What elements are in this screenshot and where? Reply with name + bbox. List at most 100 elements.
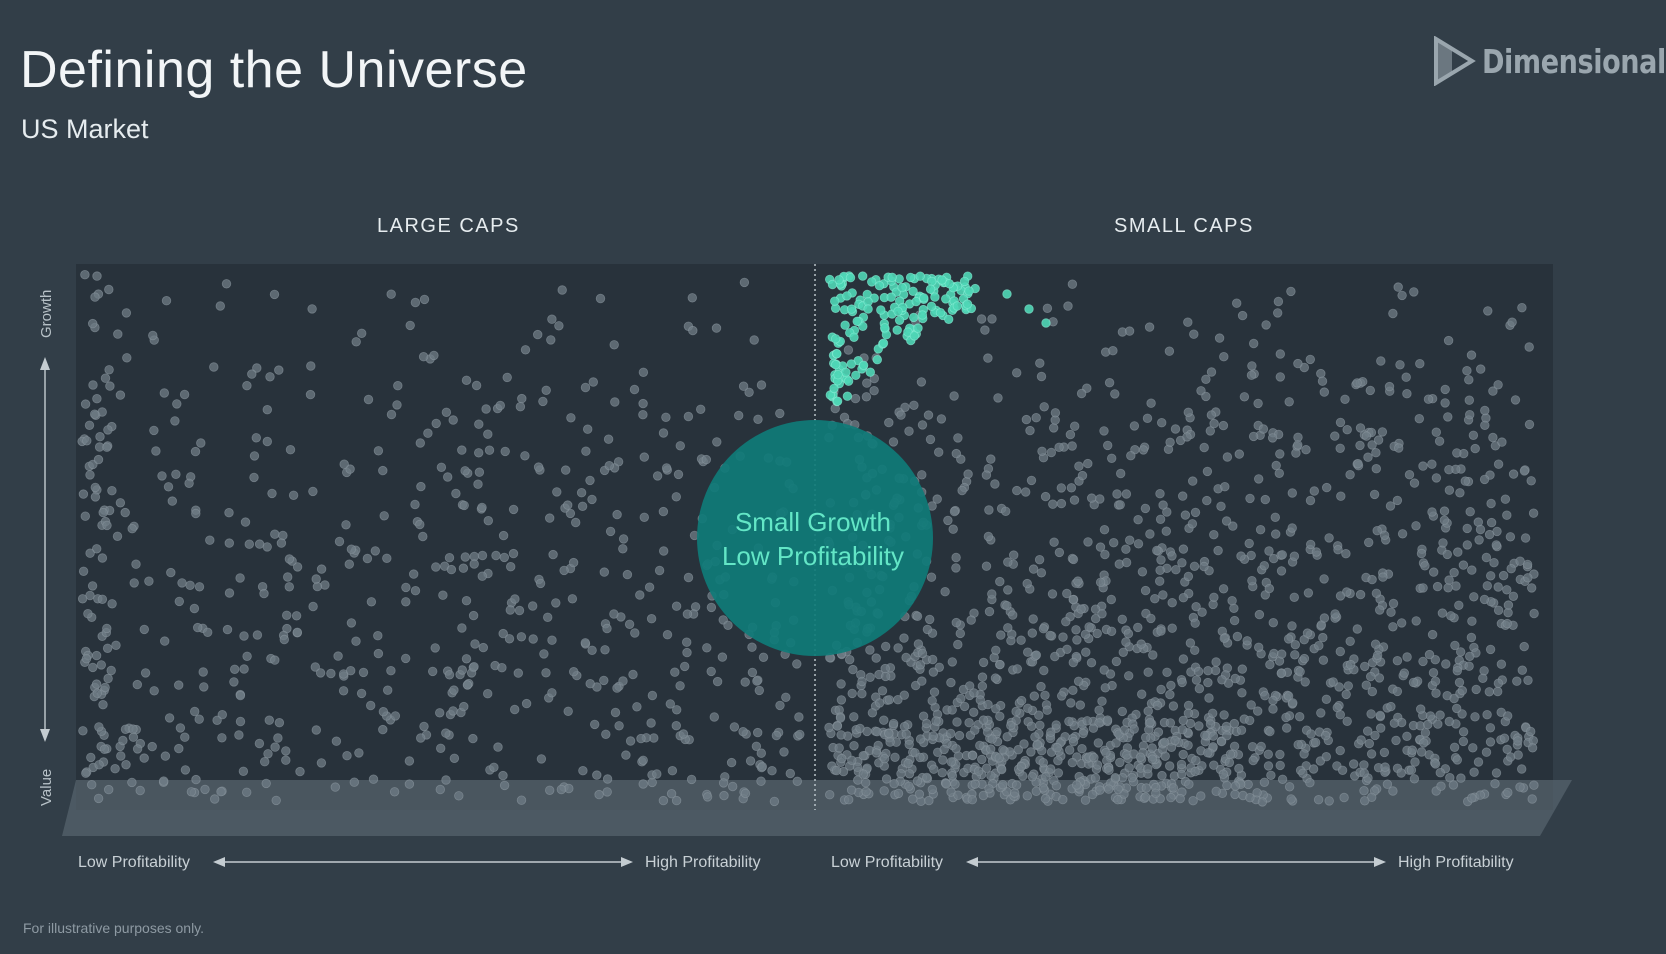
scatter-point xyxy=(1484,529,1495,540)
scatter-point xyxy=(373,446,384,456)
scatter-point xyxy=(449,685,459,695)
scatter-point xyxy=(1276,668,1287,679)
scatter-point xyxy=(1190,507,1201,518)
scatter-point xyxy=(1397,529,1408,539)
scatter-point xyxy=(1022,791,1033,801)
scatter-point xyxy=(538,396,548,407)
scatter-point xyxy=(1502,711,1513,721)
scatter-point xyxy=(1437,608,1448,618)
scatter-point xyxy=(665,699,676,709)
scatter-point xyxy=(1411,521,1421,531)
scatter-point xyxy=(1470,443,1480,454)
scatter-point xyxy=(1448,780,1459,790)
scatter-point xyxy=(1258,424,1269,434)
scatter-point xyxy=(1140,585,1151,596)
scatter-point xyxy=(1295,667,1305,677)
scatter-point xyxy=(1260,494,1271,505)
scatter-point xyxy=(1512,676,1522,686)
scatter-point xyxy=(1073,676,1084,687)
scatter-point xyxy=(1424,649,1435,660)
highlight-point xyxy=(927,276,937,287)
scatter-point xyxy=(1146,613,1156,624)
scatter-point xyxy=(104,284,114,295)
scatter-point xyxy=(1164,761,1175,771)
scatter-point xyxy=(1378,572,1388,582)
scatter-point xyxy=(675,681,685,691)
scatter-point xyxy=(495,400,506,411)
scatter-point xyxy=(1242,636,1252,646)
scatter-point xyxy=(1272,308,1283,318)
scatter-point xyxy=(970,725,980,735)
scatter-point xyxy=(1277,774,1288,785)
scatter-point xyxy=(1067,279,1078,289)
scatter-point xyxy=(1341,689,1351,700)
highlight-point xyxy=(845,273,856,283)
scatter-point xyxy=(1396,618,1407,628)
scatter-point xyxy=(1302,628,1313,638)
scatter-point xyxy=(567,594,578,604)
scatter-point xyxy=(908,794,918,804)
scatter-point xyxy=(1244,538,1254,549)
scatter-point xyxy=(1178,654,1189,664)
scatter-point xyxy=(901,729,912,739)
scatter-point xyxy=(436,462,447,473)
scatter-point xyxy=(1069,421,1080,431)
scatter-point xyxy=(242,381,252,391)
scatter-point xyxy=(174,743,184,754)
scatter-point xyxy=(498,770,508,781)
scatter-point xyxy=(431,562,441,572)
scatter-point xyxy=(1126,451,1136,461)
scatter-point xyxy=(1026,747,1036,757)
scatter-point xyxy=(1466,350,1477,360)
scatter-point xyxy=(563,500,573,510)
scatter-point xyxy=(274,365,284,375)
scatter-point xyxy=(568,557,579,568)
scatter-point xyxy=(1425,711,1436,721)
highlight-point xyxy=(834,275,844,285)
scatter-point xyxy=(1092,760,1103,770)
scatter-point xyxy=(1205,719,1216,729)
scatter-point xyxy=(1066,483,1077,493)
scatter-point xyxy=(234,730,244,740)
scatter-point xyxy=(1474,535,1484,545)
scatter-point xyxy=(1256,741,1266,752)
scatter-point xyxy=(316,758,327,768)
scatter-point xyxy=(1148,650,1158,660)
scatter-point xyxy=(1117,706,1128,717)
scatter-point xyxy=(925,434,936,445)
scatter-point xyxy=(1443,335,1454,346)
scatter-point xyxy=(1480,405,1490,416)
scatter-point xyxy=(1152,700,1163,711)
scatter-point xyxy=(1191,755,1201,766)
scatter-point xyxy=(533,462,544,472)
scatter-point xyxy=(1104,765,1114,775)
scatter-point xyxy=(386,666,396,676)
scatter-point xyxy=(449,753,460,764)
scatter-point xyxy=(646,718,656,728)
scatter-point xyxy=(469,559,479,569)
scatter-point xyxy=(1491,768,1502,778)
scatter-point xyxy=(1434,436,1445,446)
scatter-point xyxy=(516,795,527,805)
scatter-point xyxy=(1469,592,1479,602)
scatter-point xyxy=(158,776,169,786)
scatter-point xyxy=(87,318,98,329)
scatter-point xyxy=(1234,449,1245,459)
scatter-point xyxy=(194,714,204,724)
scatter-point xyxy=(552,487,562,497)
scatter-point xyxy=(1056,483,1067,493)
scatter-point xyxy=(1041,772,1051,782)
scatter-point xyxy=(638,367,649,378)
scatter-point xyxy=(1475,524,1486,535)
highlight-point xyxy=(832,349,842,359)
scatter-point xyxy=(948,524,958,534)
scatter-point xyxy=(1064,745,1075,755)
scatter-point xyxy=(1177,558,1187,568)
scatter-point xyxy=(78,489,89,499)
scatter-point xyxy=(98,700,108,710)
scatter-point xyxy=(1379,530,1390,541)
scatter-point xyxy=(683,411,694,422)
scatter-point xyxy=(896,769,906,779)
scatter-point xyxy=(127,524,137,534)
scatter-point xyxy=(1068,737,1079,747)
